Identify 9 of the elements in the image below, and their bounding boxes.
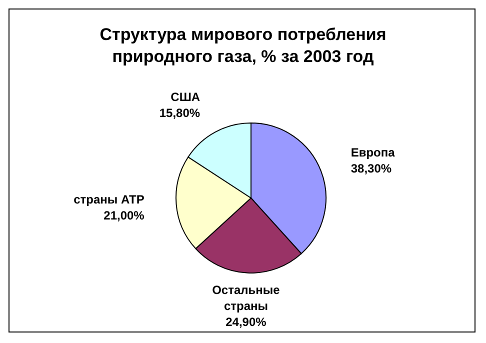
slice-label: страны АТР	[74, 192, 144, 207]
data-label: 21,00%	[104, 208, 145, 223]
chart-title: Структура мирового потребления природного газа, % за 2003 год	[100, 25, 386, 66]
slice-label: Европа	[350, 146, 396, 160]
data-label: 24,90%	[226, 314, 267, 329]
slice-label: Остальные страны	[212, 282, 280, 313]
slice-label: США	[170, 90, 200, 104]
data-label: 15,80%	[159, 106, 200, 120]
data-label: 38,30%	[350, 162, 392, 176]
